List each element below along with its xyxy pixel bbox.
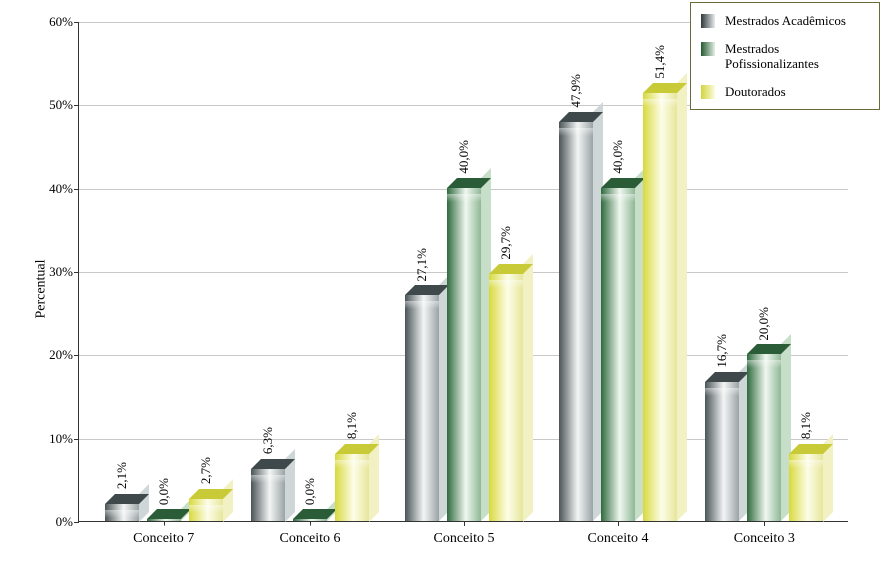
chart-container: Percentual 0% 10% 20% 30% 40% 50% 60% Conceito …: [0, 0, 886, 578]
bar-value-label: 0,0%: [156, 478, 172, 505]
y-tick-label: 0%: [56, 514, 73, 530]
legend-item: Doutorados: [701, 84, 869, 100]
bar-front: [335, 454, 369, 522]
bar-front: [643, 93, 677, 521]
bar-value-label: 29,7%: [498, 226, 514, 260]
bar-front: [447, 188, 481, 521]
bar: [643, 93, 677, 521]
bar-value-label: 2,1%: [114, 462, 130, 489]
bar-front: [601, 188, 635, 521]
bar-value-label: 16,7%: [714, 334, 730, 368]
bar-value-label: 20,0%: [756, 307, 772, 341]
bar: [251, 469, 285, 522]
bar-front: [705, 382, 739, 521]
bar-front: [405, 295, 439, 521]
bar: [405, 295, 439, 521]
bar: [105, 504, 139, 522]
bar-front: [489, 274, 523, 522]
x-category-label: Conceito 7: [133, 531, 194, 547]
bar: [747, 354, 781, 521]
bar: [489, 274, 523, 522]
y-tick-label: 50%: [49, 97, 73, 113]
x-tickmark: [764, 521, 765, 526]
bar-value-label: 40,0%: [610, 140, 626, 174]
bar-value-label: 8,1%: [798, 412, 814, 439]
legend-label: Mestrados Pofissionalizantes: [725, 41, 869, 72]
bar-value-label: 0,0%: [302, 478, 318, 505]
bar: [705, 382, 739, 521]
x-tickmark: [464, 521, 465, 526]
y-tick-label: 20%: [49, 347, 73, 363]
bar: [789, 454, 823, 522]
bar-front: [147, 519, 181, 521]
bar-front: [293, 519, 327, 521]
bar-value-label: 40,0%: [456, 140, 472, 174]
bar: [447, 188, 481, 521]
x-category-label: Conceito 5: [433, 531, 494, 547]
legend-item: Mestrados Acadêmicos: [701, 13, 869, 29]
x-category-label: Conceito 3: [734, 531, 795, 547]
bar-side: [677, 73, 687, 521]
bar-front: [747, 354, 781, 521]
bar: [335, 454, 369, 522]
y-tickmark: [74, 522, 79, 523]
x-tickmark: [618, 521, 619, 526]
bar-value-label: 47,9%: [568, 74, 584, 108]
y-tick-label: 40%: [49, 181, 73, 197]
x-category-label: Conceito 6: [279, 531, 340, 547]
legend-label: Doutorados: [725, 84, 786, 100]
legend-swatch: [701, 42, 715, 56]
y-tickmark: [74, 105, 79, 106]
bar-value-label: 27,1%: [414, 248, 430, 282]
y-tick-label: 30%: [49, 264, 73, 280]
bar-front: [251, 469, 285, 522]
bar-front: [189, 499, 223, 522]
bar-value-label: 2,7%: [198, 457, 214, 484]
y-tickmark: [74, 355, 79, 356]
y-tickmark: [74, 22, 79, 23]
y-axis-label: Percentual: [34, 259, 50, 318]
bar: [601, 188, 635, 521]
x-category-label: Conceito 4: [587, 531, 648, 547]
bar: [147, 519, 181, 521]
y-tickmark: [74, 189, 79, 190]
bar-front: [559, 122, 593, 521]
y-tick-label: 10%: [49, 431, 73, 447]
bar: [189, 499, 223, 522]
bar-value-label: 51,4%: [652, 45, 668, 79]
bar-side: [223, 479, 233, 522]
legend-swatch: [701, 14, 715, 28]
bar-front: [789, 454, 823, 522]
y-tickmark: [74, 439, 79, 440]
bar: [559, 122, 593, 521]
legend: Mestrados Acadêmicos Mestrados Pofissiona…: [690, 2, 880, 110]
y-tick-label: 60%: [49, 14, 73, 30]
legend-label: Mestrados Acadêmicos: [725, 13, 846, 29]
bar-front: [105, 504, 139, 522]
legend-swatch: [701, 85, 715, 99]
bar-value-label: 8,1%: [344, 412, 360, 439]
bar: [293, 519, 327, 521]
bar-value-label: 6,3%: [260, 427, 276, 454]
legend-item: Mestrados Pofissionalizantes: [701, 41, 869, 72]
bar-side: [523, 254, 533, 522]
y-tickmark: [74, 272, 79, 273]
